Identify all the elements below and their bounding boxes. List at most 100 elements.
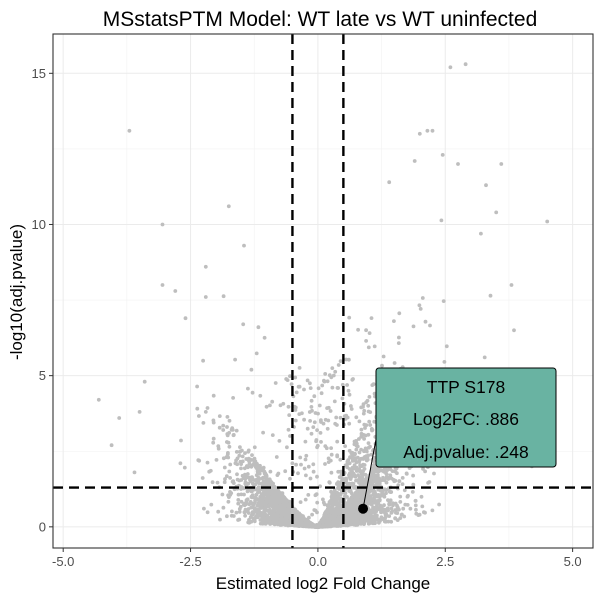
data-point xyxy=(249,464,253,469)
data-point xyxy=(288,434,292,438)
data-point xyxy=(354,415,359,420)
data-point xyxy=(358,494,363,499)
data-point xyxy=(306,464,311,469)
data-point xyxy=(231,433,236,437)
data-point xyxy=(366,345,371,350)
data-point xyxy=(322,515,326,519)
data-point xyxy=(484,183,488,188)
data-point xyxy=(423,319,428,324)
data-point xyxy=(351,471,356,476)
data-point xyxy=(205,510,210,515)
data-point xyxy=(401,506,406,511)
data-point xyxy=(246,511,251,515)
data-point xyxy=(263,505,267,510)
data-point xyxy=(389,476,394,481)
data-point xyxy=(389,519,394,524)
data-point xyxy=(272,506,277,511)
data-point xyxy=(364,400,369,405)
data-point xyxy=(361,402,366,407)
data-point xyxy=(396,505,400,510)
data-point xyxy=(233,357,238,362)
data-point xyxy=(227,431,232,435)
data-point xyxy=(319,418,323,423)
data-point xyxy=(215,480,220,485)
data-point xyxy=(289,382,294,386)
data-point xyxy=(261,496,266,501)
y-tick-label: 0 xyxy=(39,519,46,534)
data-point xyxy=(363,426,367,430)
data-point xyxy=(242,510,247,515)
data-point xyxy=(283,469,288,474)
data-point xyxy=(264,404,269,409)
data-point xyxy=(283,522,288,526)
data-point xyxy=(362,521,366,526)
data-point xyxy=(488,293,493,298)
data-point xyxy=(270,516,274,521)
data-point xyxy=(338,415,343,420)
data-point xyxy=(353,497,357,502)
data-point xyxy=(494,210,499,215)
data-point xyxy=(512,328,516,333)
data-point xyxy=(346,458,351,462)
data-point xyxy=(201,358,206,363)
data-point xyxy=(304,453,309,458)
data-point xyxy=(329,446,333,450)
data-point xyxy=(375,513,379,518)
data-point xyxy=(305,524,309,528)
data-point xyxy=(412,159,417,163)
data-point xyxy=(362,437,366,441)
data-point xyxy=(368,512,372,516)
data-point xyxy=(276,507,281,512)
data-point xyxy=(374,469,379,474)
data-point xyxy=(230,479,235,484)
data-point xyxy=(396,341,401,345)
data-point xyxy=(195,384,200,389)
data-point xyxy=(361,411,366,416)
data-point xyxy=(366,441,371,445)
data-point xyxy=(183,316,188,321)
data-point xyxy=(333,369,338,374)
data-point xyxy=(262,489,266,494)
data-point xyxy=(218,517,222,522)
data-point xyxy=(283,500,288,504)
data-point xyxy=(226,451,230,455)
data-point xyxy=(217,414,222,418)
data-point xyxy=(362,481,367,486)
data-point xyxy=(243,513,248,518)
data-point xyxy=(216,509,221,514)
data-point xyxy=(242,501,247,506)
data-point xyxy=(277,439,282,443)
data-point xyxy=(246,449,251,454)
data-point xyxy=(209,502,214,507)
data-point xyxy=(249,513,254,517)
data-point xyxy=(211,436,216,441)
data-point xyxy=(325,379,330,384)
data-point xyxy=(360,434,364,439)
data-point xyxy=(276,498,281,503)
data-point xyxy=(439,218,444,223)
data-point xyxy=(216,444,221,448)
data-point xyxy=(117,416,122,420)
annotation-line-2: Log2FC: .886 xyxy=(413,409,519,429)
annotation: TTP S178 Log2FC: .886 Adj.pvalue: .248 xyxy=(358,367,557,514)
data-point xyxy=(300,411,304,416)
data-point xyxy=(222,465,227,470)
data-point xyxy=(380,363,384,368)
data-point xyxy=(370,428,375,432)
data-point xyxy=(205,406,210,410)
data-point xyxy=(302,466,307,471)
y-tick-label: 10 xyxy=(32,217,46,232)
data-point xyxy=(353,509,357,514)
data-point xyxy=(308,386,313,390)
data-point xyxy=(354,441,359,446)
data-point xyxy=(419,494,424,499)
data-point xyxy=(382,478,387,483)
data-point xyxy=(236,498,241,502)
data-point xyxy=(268,469,273,474)
data-point xyxy=(315,443,320,448)
data-point xyxy=(345,383,349,387)
data-point xyxy=(258,510,263,515)
data-point xyxy=(316,411,320,416)
data-point xyxy=(271,493,276,497)
data-point xyxy=(369,316,374,320)
